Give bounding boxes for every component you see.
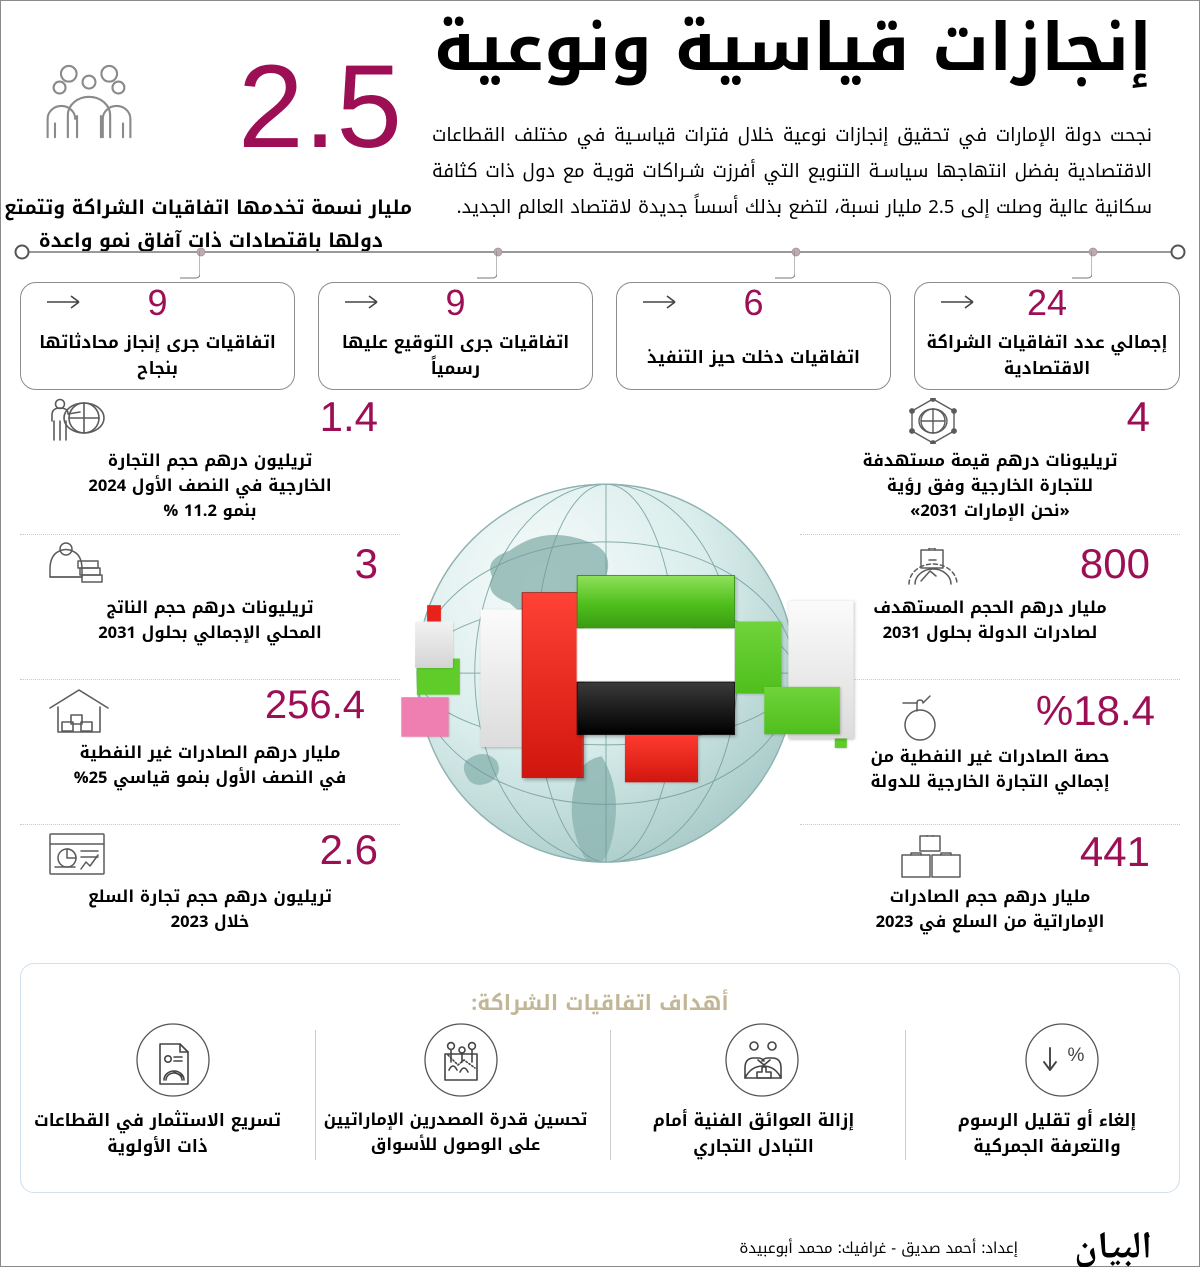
svg-text:%: % [1068,1045,1085,1066]
